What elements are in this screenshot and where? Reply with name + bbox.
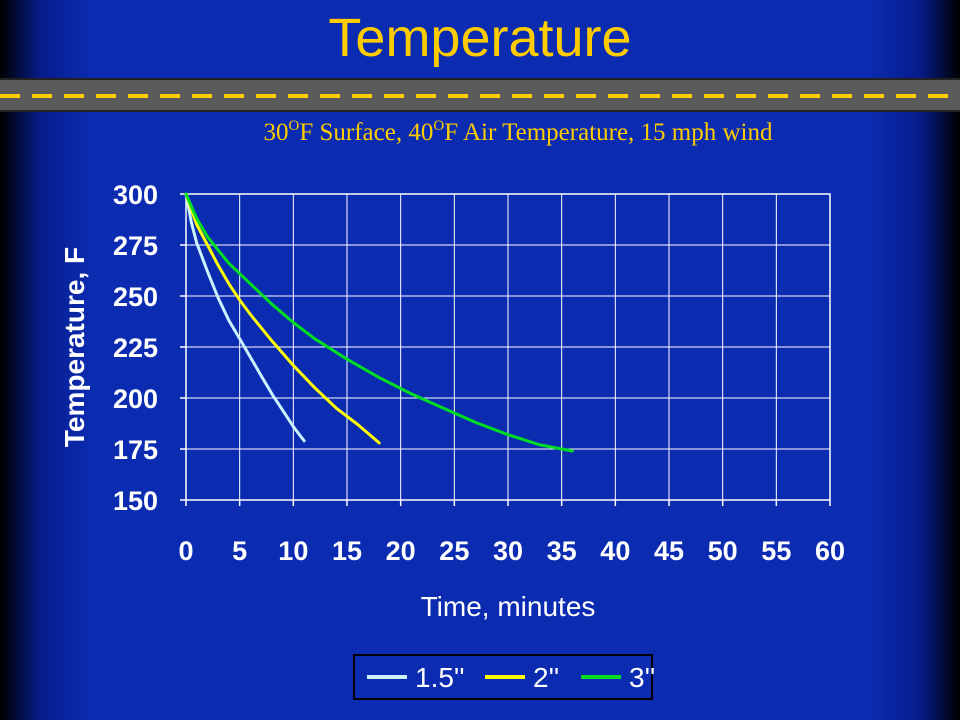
x-tick-label: 20 [386,536,416,566]
x-tick-label: 50 [708,536,738,566]
legend-swatch [367,675,407,679]
x-tick-labels: 0 5 10 15 20 25 30 35 40 45 50 55 60 [178,536,845,566]
legend-label: 3'' [629,662,656,693]
legend-swatch [485,675,525,679]
subtitle-degree: O [433,118,445,134]
road-divider [0,78,960,112]
x-tick-label: 5 [232,536,247,566]
x-tick-label: 40 [600,536,630,566]
subtitle-degree: O [288,118,300,134]
x-tick-label: 30 [493,536,523,566]
series-line-1 [184,192,381,445]
y-tick-label: 150 [113,486,158,516]
chart-legend: 1.5'' 2'' 3'' [353,654,656,700]
series-line-0 [184,192,306,443]
x-tick-label: 25 [439,536,469,566]
subtitle-part: F Air Temperature, 15 mph wind [444,119,773,146]
y-tick-label: 225 [113,333,158,363]
x-tick-label: 45 [654,536,684,566]
chart-subtitle: 30OF Surface, 40OF Air Temperature, 15 m… [0,118,960,147]
x-tick-label: 0 [178,536,193,566]
x-tick-label: 55 [761,536,791,566]
x-tick-label: 35 [547,536,577,566]
y-tick-label: 300 [113,180,158,210]
y-axis-label: Temperature, F [59,247,90,447]
x-axis-label: Time, minutes [421,591,596,622]
x-tick-label: 10 [278,536,308,566]
legend-label: 1.5'' [415,662,465,693]
slide-title: Temperature [328,8,632,68]
series-lines [184,192,574,453]
subtitle-part: 30 [263,119,289,146]
chart-grid [180,193,831,506]
y-tick-labels: 150 175 200 225 250 275 300 [113,180,158,516]
y-tick-label: 250 [113,282,158,312]
y-tick-label: 275 [113,231,158,261]
x-tick-label: 15 [332,536,362,566]
series-line-2 [184,192,574,453]
subtitle-part: F Surface, 40 [299,119,434,146]
legend-swatch [581,675,621,679]
road-center-line [0,94,960,98]
y-tick-label: 175 [113,435,158,465]
x-tick-label: 60 [815,536,845,566]
legend-label: 2'' [533,662,560,693]
y-tick-label: 200 [113,384,158,414]
